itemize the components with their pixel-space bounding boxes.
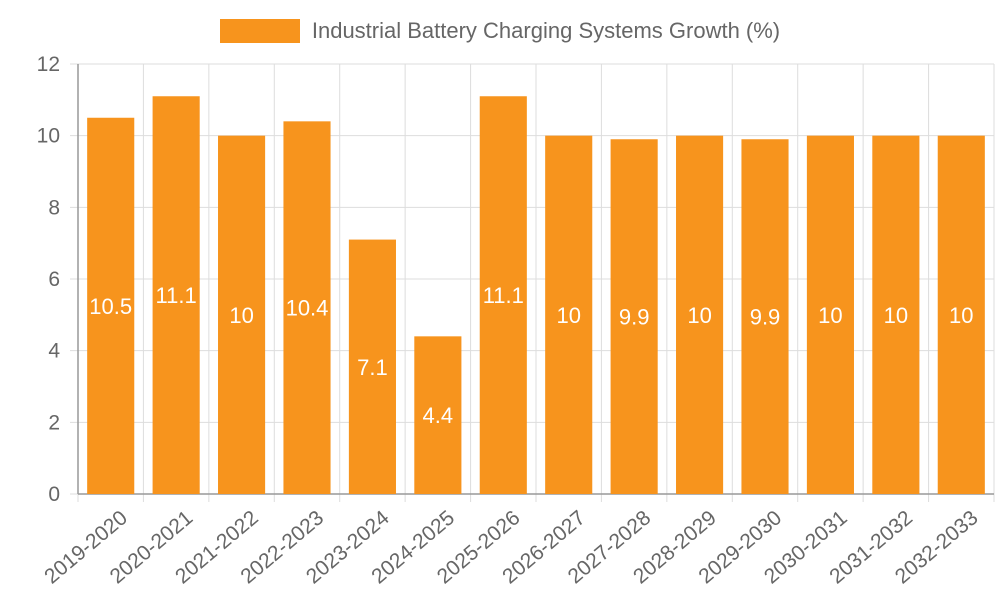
data-label: 4.4 — [423, 403, 454, 428]
y-tick-label: 10 — [37, 125, 60, 148]
data-label: 10 — [884, 303, 908, 328]
data-label: 10 — [229, 303, 253, 328]
bar[interactable] — [283, 121, 331, 494]
data-label: 10 — [556, 303, 580, 328]
legend-swatch — [219, 19, 300, 43]
y-tick-label: 6 — [48, 268, 60, 291]
legend-label: Industrial Battery Charging Systems Grow… — [311, 18, 781, 43]
bar[interactable] — [676, 135, 724, 494]
bar[interactable] — [806, 135, 854, 494]
bar[interactable] — [872, 135, 920, 494]
y-tick-label: 0 — [48, 483, 60, 506]
bar[interactable] — [348, 239, 396, 494]
data-label: 10 — [687, 303, 711, 328]
bar[interactable] — [87, 117, 135, 494]
data-label: 10.5 — [89, 294, 132, 319]
data-label: 10 — [949, 303, 973, 328]
y-tick-label: 2 — [48, 411, 60, 434]
y-tick-label: 12 — [37, 53, 60, 76]
bar[interactable] — [414, 336, 462, 494]
data-label: 9.9 — [750, 305, 781, 330]
y-tick-label: 8 — [48, 196, 60, 219]
data-label: 11.1 — [483, 283, 524, 308]
data-label: 9.9 — [619, 305, 650, 330]
bar[interactable] — [610, 139, 658, 494]
data-label: 7.1 — [357, 355, 388, 380]
bar[interactable] — [218, 135, 266, 494]
bar[interactable] — [741, 139, 789, 494]
bar[interactable] — [937, 135, 985, 494]
bar[interactable] — [479, 96, 527, 494]
data-label: 11.1 — [156, 283, 197, 308]
bar[interactable] — [545, 135, 593, 494]
data-label: 10 — [818, 303, 842, 328]
legend[interactable]: Industrial Battery Charging Systems Grow… — [0, 18, 1000, 44]
data-label: 10.4 — [286, 296, 329, 321]
y-tick-label: 4 — [48, 340, 60, 363]
bar[interactable] — [152, 96, 200, 494]
